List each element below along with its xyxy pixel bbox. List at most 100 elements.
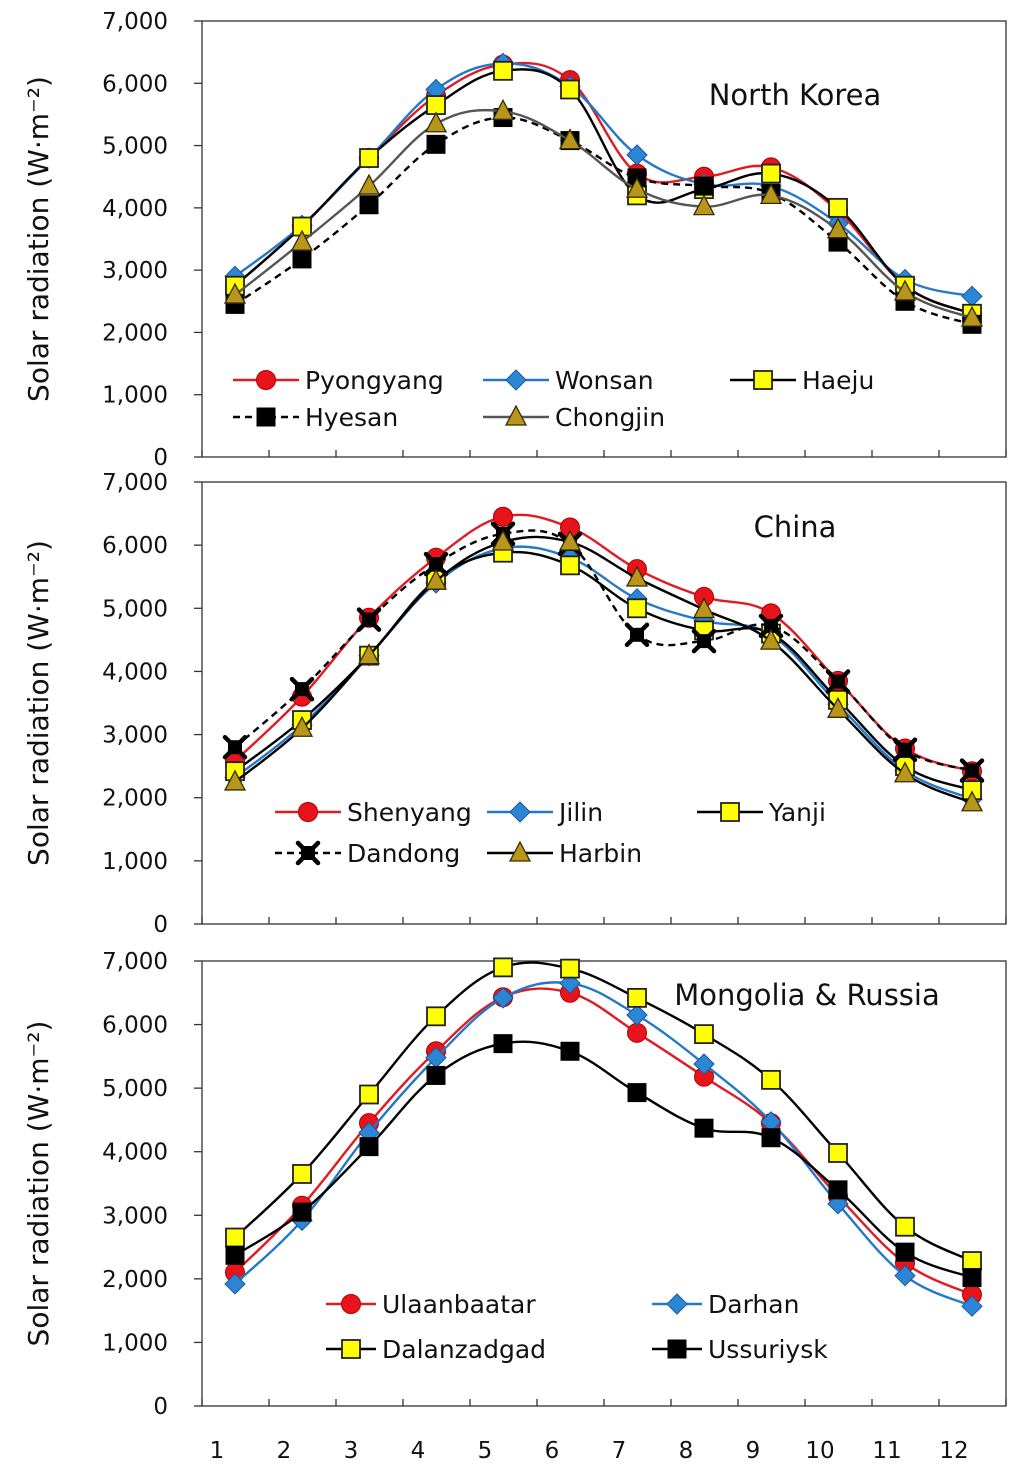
legend-swatch-marker [508, 840, 532, 862]
legend-label: Yanji [768, 798, 826, 827]
data-point [625, 565, 649, 587]
x-marker-cross [423, 551, 449, 577]
legend-label: Hyesan [305, 403, 398, 432]
x-marker-cross [356, 607, 382, 632]
legend-label: Chongjin [555, 403, 665, 432]
data-point [357, 643, 381, 665]
legend-label: Pyongyang [305, 366, 444, 395]
legend: Pyongyang Wonsan Haeju Hyesan Chongjin [233, 366, 874, 432]
x-tick-label: 3 [344, 1438, 359, 1464]
x-marker-cross [892, 737, 918, 762]
data-point [627, 1022, 647, 1043]
legend: Shenyang Jilin Yanji Dandong Harbin [275, 798, 826, 868]
y-axis-label: Solar radiation (W·m⁻²) [22, 1021, 55, 1347]
legend-swatch-marker [298, 802, 318, 822]
data-point [691, 628, 717, 654]
legend-swatch-marker [341, 1294, 361, 1314]
x-tick-label: 12 [939, 1438, 968, 1464]
data-point [895, 1216, 915, 1237]
data-point [960, 790, 984, 812]
data-point [225, 1227, 245, 1248]
y-tick-label: 0 [153, 912, 168, 938]
data-point [292, 1202, 312, 1222]
legend-label: Shenyang [347, 798, 472, 827]
legend-swatch-marker [720, 802, 740, 822]
legend-entry-haeju: Haeju [730, 366, 874, 395]
data-point [426, 134, 446, 154]
data-point [222, 734, 248, 760]
data-point [225, 1245, 245, 1265]
legend-swatch-marker [667, 1339, 687, 1359]
legend-entry-harbin: Harbin [487, 839, 642, 868]
data-point [558, 128, 582, 150]
data-point [826, 696, 850, 718]
data-point [493, 506, 513, 527]
series-harbin [223, 529, 984, 812]
legend-label: Ulaanbaatar [382, 1290, 536, 1319]
data-point [424, 568, 448, 590]
x-marker-cross [222, 734, 248, 760]
data-point [223, 769, 247, 791]
series-line [234, 545, 973, 801]
series-line [234, 1040, 973, 1279]
legend-entry-darhan: Darhan [652, 1290, 799, 1319]
data-point [828, 197, 848, 218]
data-point [960, 305, 984, 327]
x-marker-cross [691, 628, 717, 654]
y-tick-label: 4,000 [102, 196, 168, 222]
y-tick-label: 3,000 [102, 1203, 168, 1229]
data-point [759, 183, 783, 205]
legend-label: Dandong [347, 839, 460, 868]
data-point [692, 194, 716, 216]
y-tick-label: 0 [153, 445, 168, 471]
series-line [234, 108, 973, 320]
data-point [825, 669, 851, 694]
legend-entry-shenyang: Shenyang [275, 798, 472, 827]
x-marker-cross [758, 613, 784, 639]
data-point [491, 529, 515, 551]
data-point [560, 958, 580, 979]
x-tick-label: 8 [679, 1438, 694, 1464]
legend-label: Ussuriysk [708, 1335, 828, 1364]
data-point [828, 1143, 848, 1163]
legend-label: Harbin [559, 839, 642, 868]
y-tick-label: 3,000 [102, 723, 168, 749]
data-point [289, 676, 315, 702]
panel-1: 0 1,000 2,000 3,000 4,000 5,000 6,000 7,000 Sola… [22, 9, 1007, 471]
y-tick-label: 6,000 [102, 1013, 168, 1039]
y-tick-label: 2,000 [102, 1267, 168, 1293]
series-dalanzadgad [225, 957, 982, 1271]
legend: Ulaanbaatar Darhan Dalanzadgad Ussuriysk [326, 1290, 828, 1364]
data-point [627, 987, 647, 1008]
legend-swatch-marker [256, 370, 276, 390]
data-point [492, 987, 514, 1009]
data-point [493, 60, 513, 81]
data-point [694, 1118, 714, 1138]
data-point [962, 1251, 982, 1271]
legend-swatch-marker [256, 407, 276, 427]
data-point [290, 229, 314, 251]
series-line [234, 987, 973, 1296]
legend-entry-ulaanbaatar: Ulaanbaatar [326, 1290, 536, 1319]
data-point [895, 1242, 915, 1262]
series-ulaanbaatar [225, 982, 982, 1305]
data-point [359, 1084, 379, 1105]
data-point [761, 1069, 781, 1090]
y-tick-label: 6,000 [102, 71, 168, 97]
legend-entry-ussuriysk: Ussuriysk [652, 1335, 828, 1364]
data-point [759, 628, 783, 650]
data-point [359, 1137, 379, 1157]
legend-entry-chongjin: Chongjin [483, 403, 665, 432]
data-point [493, 1034, 513, 1054]
panel-2: 0 1,000 2,000 3,000 4,000 5,000 6,000 7,000 Sola… [22, 470, 1007, 938]
data-point [424, 111, 448, 133]
data-point [223, 282, 247, 304]
data-point [356, 607, 382, 632]
legend-label: Jilin [557, 798, 603, 827]
y-tick-label: 1,000 [102, 1330, 168, 1356]
y-axis-label: Solar radiation (W·m⁻²) [22, 540, 55, 866]
x-marker-cross [295, 840, 321, 866]
data-point [359, 148, 379, 168]
legend-label: Wonsan [555, 366, 654, 395]
